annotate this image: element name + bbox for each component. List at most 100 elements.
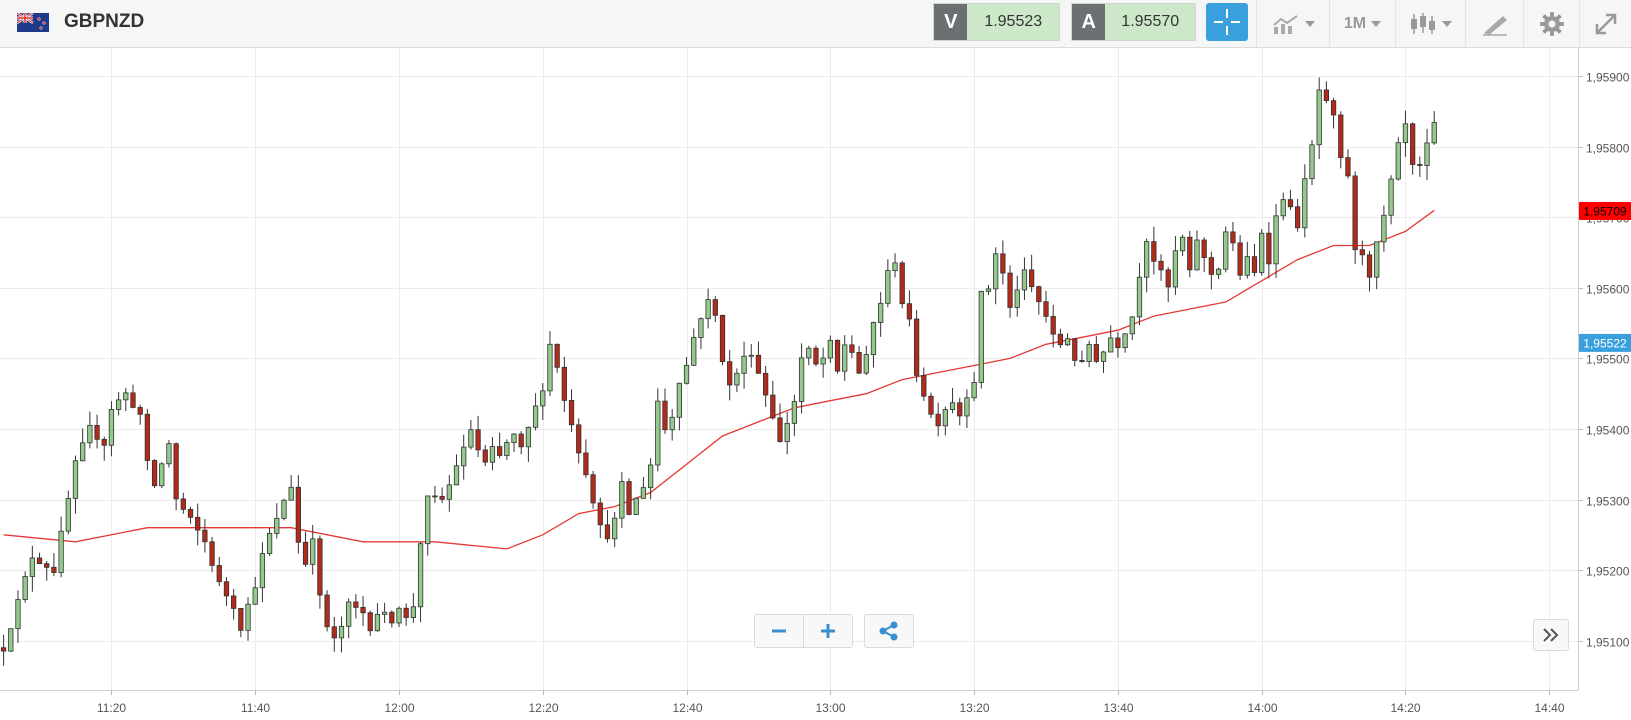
candle-down: [1115, 337, 1121, 349]
candle-style-menu[interactable]: [1395, 0, 1465, 48]
candle-up: [65, 498, 71, 532]
candle-down: [223, 581, 230, 597]
candle-down: [360, 606, 366, 614]
candle-down: [1158, 260, 1164, 271]
double-chevron-right-icon: [1543, 628, 1559, 642]
time-tick-label: 11:40: [241, 701, 270, 715]
timeframe-menu[interactable]: 1M: [1329, 0, 1395, 48]
candle-up: [1280, 199, 1286, 217]
candle-up: [245, 603, 251, 631]
candle-up: [425, 495, 431, 545]
candle-down: [727, 361, 733, 386]
candle-up: [784, 422, 790, 442]
candle-down: [583, 452, 589, 476]
candle-down: [1230, 231, 1236, 244]
candle-down: [1323, 89, 1330, 102]
zoom-out-button[interactable]: [754, 614, 804, 648]
buy-label: A: [1072, 4, 1106, 40]
grid-lines: [0, 48, 1578, 690]
chart-type-menu[interactable]: [1256, 0, 1329, 48]
candle-up: [274, 518, 280, 534]
candle-down: [957, 402, 963, 417]
draw-tools-button[interactable]: [1465, 0, 1523, 48]
time-tick-label: 13:00: [815, 701, 845, 715]
candle-down: [1338, 114, 1344, 158]
candle-down: [1417, 164, 1423, 166]
price-tick-label: 1,95600: [1586, 283, 1630, 297]
candle-down: [36, 557, 43, 565]
candle-up: [166, 443, 172, 465]
candle-down: [317, 538, 323, 596]
candle-up: [72, 460, 79, 499]
candle-up: [1014, 289, 1020, 308]
zoom-in-button[interactable]: [803, 614, 853, 648]
candle-up: [266, 532, 273, 554]
price-label-text: 1,95709: [1583, 204, 1627, 218]
candle-down: [1410, 123, 1416, 165]
fullscreen-button[interactable]: [1579, 0, 1631, 48]
gear-icon: [1539, 12, 1564, 36]
candle-up: [381, 611, 388, 615]
candle-down: [1072, 338, 1078, 361]
candle-down: [1287, 199, 1294, 208]
candle-up: [698, 318, 704, 338]
candle-up: [410, 606, 416, 618]
price-tick-label: 1,95400: [1586, 424, 1630, 438]
time-tick-label: 12:40: [672, 701, 702, 715]
instrument-symbol: GBPNZD: [64, 11, 145, 32]
candle-down: [439, 495, 445, 500]
candle-up: [525, 426, 532, 448]
settings-button[interactable]: [1523, 0, 1579, 48]
candle-up: [619, 481, 625, 519]
share-button[interactable]: [864, 614, 914, 648]
candle-up: [115, 399, 122, 410]
candle-down: [1208, 257, 1214, 275]
candle-up: [123, 392, 129, 401]
candle-up: [1302, 178, 1308, 229]
buy-price-button[interactable]: A 1.95570: [1071, 3, 1196, 41]
candle-up: [1021, 269, 1028, 291]
candle-down: [1043, 301, 1049, 317]
price-label-text: 1,95522: [1583, 336, 1627, 350]
candle-down: [1007, 272, 1013, 308]
candle-down: [1093, 344, 1099, 362]
candle-down: [518, 433, 524, 448]
price-tick-label: 1,95200: [1586, 565, 1630, 579]
minus-icon: [772, 629, 786, 633]
candle-down: [849, 344, 855, 353]
price-chart[interactable]: 1,95100 1,95200 1,95300 1,95400 1,95500 1,956…: [0, 48, 1631, 720]
sell-price-button[interactable]: V 1.95523: [933, 3, 1060, 41]
uk-nz-flag-icon: [17, 13, 49, 32]
candle-up: [892, 262, 898, 271]
crosshair-button[interactable]: [1206, 3, 1248, 41]
candle-up: [1431, 122, 1437, 144]
candle-up: [1374, 241, 1380, 278]
scroll-to-latest-button[interactable]: [1533, 619, 1569, 651]
candle-up: [338, 625, 345, 639]
candle-down: [913, 318, 920, 376]
candle-down: [719, 314, 726, 363]
candle-up: [1136, 276, 1143, 318]
candle-up: [374, 614, 381, 632]
candle-up: [504, 442, 510, 456]
candle-up: [820, 357, 826, 365]
candle-down: [44, 563, 50, 568]
candle-down: [763, 372, 769, 396]
candle-up: [58, 530, 64, 573]
candle-down: [1057, 333, 1064, 346]
candle-down: [497, 446, 503, 456]
candle-down: [755, 354, 762, 374]
candle-down: [590, 474, 596, 504]
candle-up: [288, 486, 294, 501]
candle-down: [187, 508, 194, 518]
candle-up: [741, 355, 747, 374]
candle-up: [281, 499, 287, 519]
moving-average-line: [3, 209, 1435, 550]
candle-up: [1395, 142, 1401, 180]
candle-down: [554, 343, 560, 368]
candle-up: [108, 409, 115, 446]
candle-down: [604, 524, 611, 540]
candle-up: [791, 401, 798, 424]
candle-up: [691, 337, 697, 366]
candle-up: [827, 339, 833, 359]
